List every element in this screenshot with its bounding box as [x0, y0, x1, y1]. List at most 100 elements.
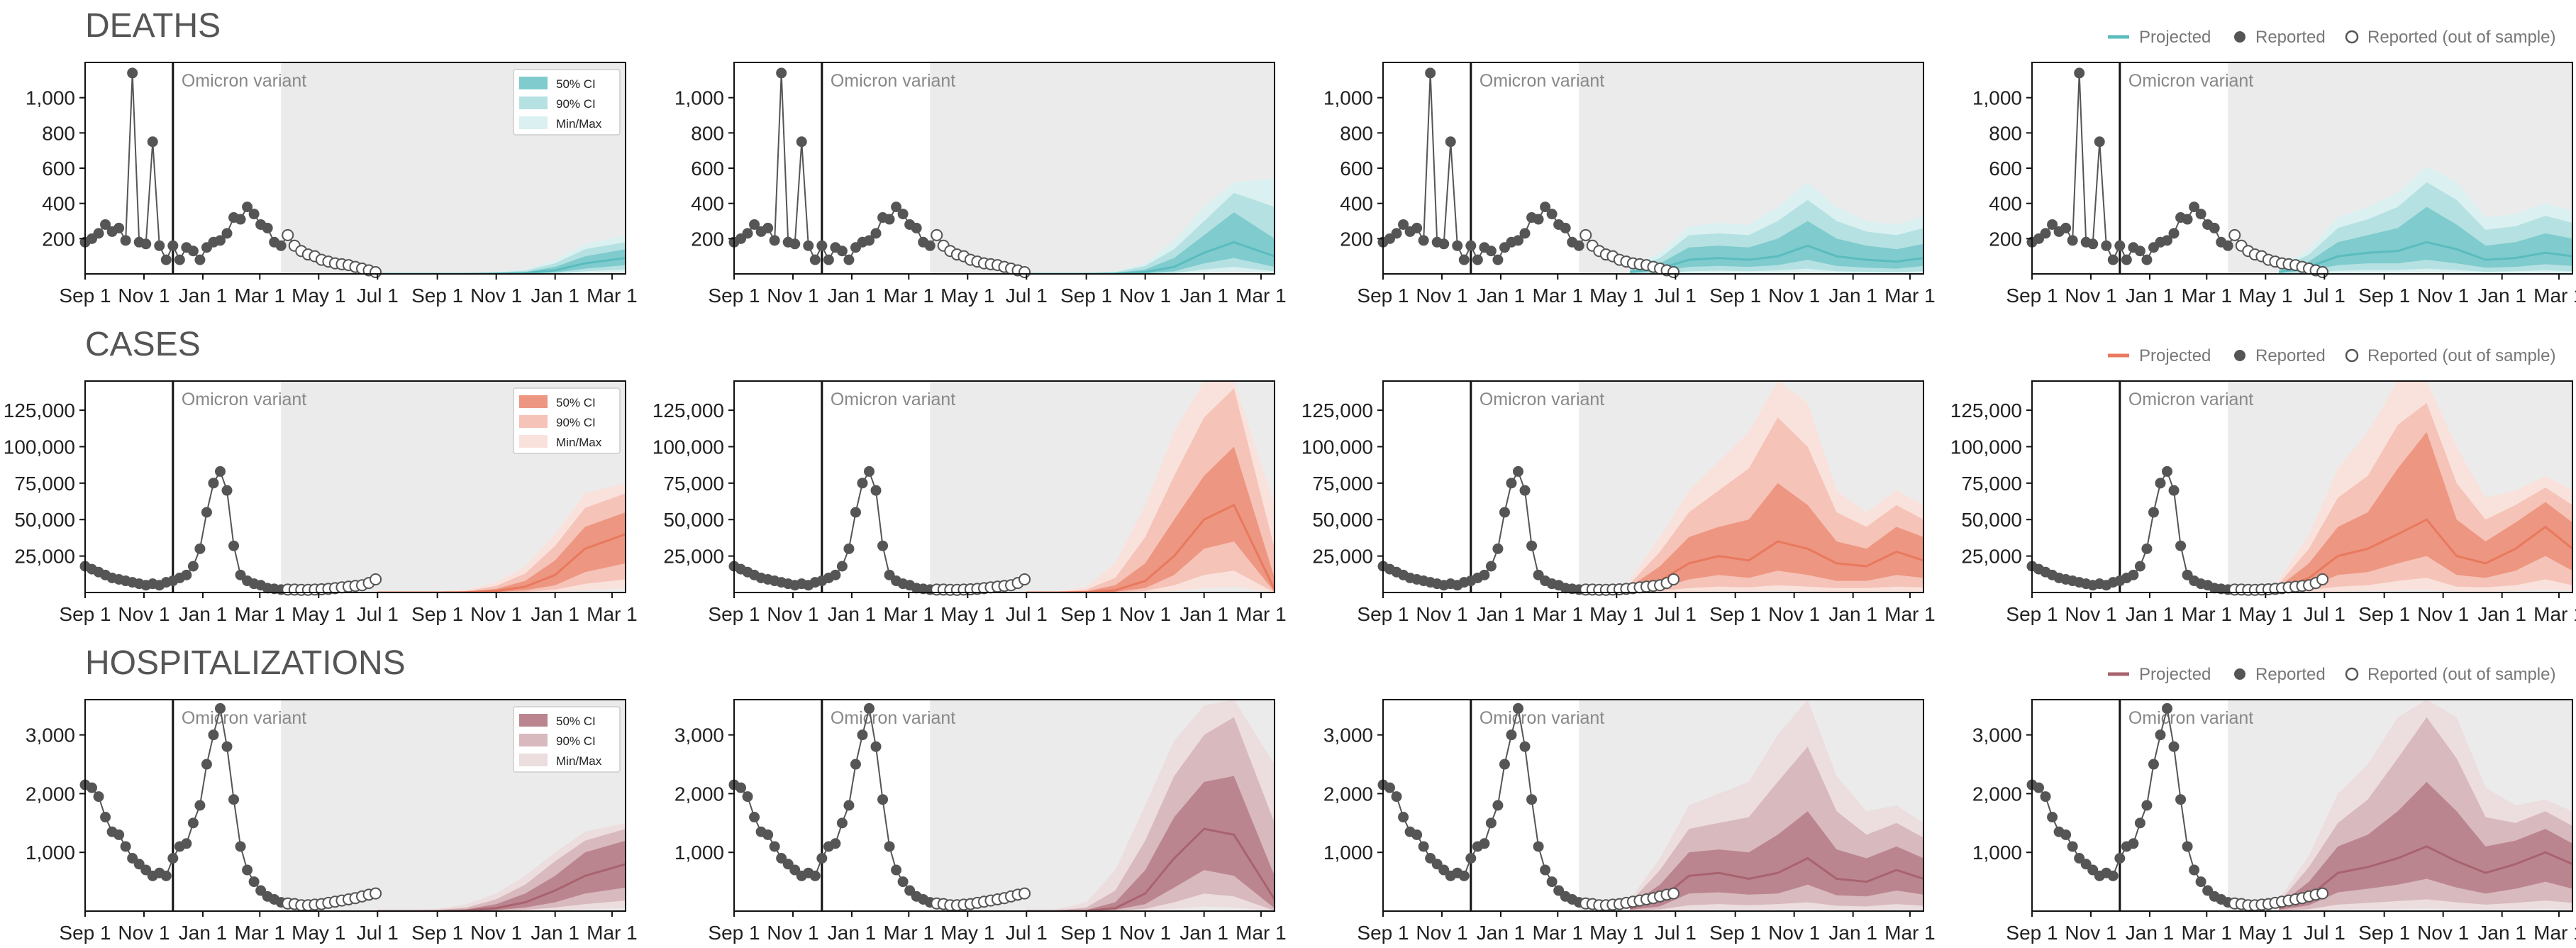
- x-tick-label: Mar 1: [1884, 922, 1936, 944]
- panel-frame: [733, 699, 1275, 912]
- y-tick-label: 3,000: [1323, 724, 1373, 746]
- ci-legend-50-label: 50% CI: [556, 77, 596, 91]
- panel-hospitalizations-3: Omicron variant 1,000 2,000 3,000 Sep 1 Nov 1…: [1323, 699, 1936, 944]
- out-of-sample-point: [1667, 266, 1680, 279]
- reported-point: [836, 817, 848, 829]
- y-tick-label: 1,000: [674, 87, 724, 109]
- reported-point: [235, 214, 246, 225]
- x-tick-label: Mar 1: [2182, 285, 2233, 307]
- y-tick-label: 3,000: [674, 724, 724, 746]
- reported-point: [1492, 543, 1504, 554]
- y-tick-label: 25,000: [14, 546, 75, 568]
- x-tick-label: Nov 1: [2065, 922, 2116, 944]
- reported-point: [1526, 794, 1538, 805]
- x-tick-label: May 1: [2238, 603, 2292, 625]
- y-tick-label: 2,000: [26, 783, 75, 805]
- x-tick-label: Nov 1: [470, 285, 522, 307]
- legend: Projected Reported Reported (out of sample…: [2108, 346, 2555, 365]
- reported-point: [2168, 485, 2180, 496]
- y-tick-label: 3,000: [1972, 724, 2022, 746]
- omicron-label: Omicron variant: [182, 71, 306, 91]
- reported-point: [208, 729, 219, 741]
- reported-point: [2141, 800, 2153, 811]
- reported-point: [816, 853, 828, 864]
- x-tick-label: May 1: [292, 285, 345, 307]
- reported-point: [843, 254, 855, 265]
- reported-point: [1499, 507, 1510, 518]
- reported-point: [1465, 240, 1477, 251]
- reported-point: [1391, 228, 1402, 239]
- x-tick-label: Sep 1: [708, 922, 760, 944]
- y-tick-label: 600: [691, 158, 724, 180]
- reported-point: [870, 741, 882, 752]
- reported-point: [1398, 219, 1409, 230]
- x-tick-label: May 1: [1589, 285, 1643, 307]
- reported-point: [1519, 485, 1531, 496]
- reported-point: [1438, 238, 1450, 250]
- reported-point: [891, 202, 902, 213]
- x-tick-label: Jan 1: [2477, 922, 2526, 944]
- y-tick-label: 1,000: [1972, 87, 2022, 109]
- x-tick-label: Jan 1: [179, 922, 228, 944]
- x-tick-label: Jan 1: [531, 285, 579, 307]
- reported-point: [924, 240, 936, 251]
- out-of-sample-point: [1018, 573, 1031, 586]
- reported-point: [248, 876, 260, 888]
- x-tick-label: Sep 1: [708, 603, 760, 625]
- y-tick-label: 600: [42, 158, 75, 180]
- reported-point: [850, 759, 861, 770]
- reported-point: [154, 240, 165, 251]
- x-tick-label: Nov 1: [470, 603, 522, 625]
- x-tick-label: Sep 1: [411, 285, 463, 307]
- reported-point: [2107, 254, 2119, 265]
- reported-point: [749, 812, 760, 823]
- out-of-sample-point: [931, 228, 943, 241]
- reported-point: [242, 864, 253, 876]
- x-tick-label: Mar 1: [884, 922, 935, 944]
- legend-reported-label: Reported: [2255, 665, 2326, 684]
- projection-bands: [377, 483, 626, 592]
- band-ci50: [1026, 212, 1275, 274]
- legend-out-of-sample-marker: [2345, 30, 2359, 44]
- reported-point: [1391, 791, 1402, 803]
- reported-point: [803, 240, 814, 251]
- x-tick-label: Jan 1: [1477, 285, 1526, 307]
- band-ci50: [377, 840, 626, 911]
- reported-point: [897, 209, 909, 220]
- y-tick-label: 125,000: [4, 399, 75, 421]
- reported-point: [1560, 222, 1571, 233]
- x-tick-label: Jan 1: [2126, 922, 2175, 944]
- legend-out-of-sample-marker: [2345, 348, 2359, 363]
- ci-legend-minmax-label: Min/Max: [556, 436, 602, 449]
- x-tick-label: Mar 1: [235, 603, 286, 625]
- reported-point: [1384, 782, 1396, 793]
- x-tick-label: Sep 1: [1709, 603, 1761, 625]
- reported-point: [2168, 741, 2180, 752]
- x-tick-label: Nov 1: [2417, 603, 2469, 625]
- x-tick-label: Nov 1: [1119, 922, 1171, 944]
- x-tick-label: Mar 1: [235, 285, 286, 307]
- legend-reported-label: Reported: [2255, 28, 2326, 47]
- reported-point: [823, 254, 834, 265]
- reported-point: [870, 485, 882, 496]
- reported-point: [769, 235, 780, 246]
- section-title: DEATHS: [85, 7, 221, 45]
- ci-legend-50-swatch: [519, 77, 548, 89]
- out-of-sample-point: [1018, 266, 1031, 279]
- x-tick-label: Mar 1: [587, 285, 638, 307]
- reported-point: [843, 543, 855, 554]
- legend-projected-label: Projected: [2139, 665, 2211, 684]
- projected-median-line: [2279, 241, 2572, 273]
- out-of-sample-point: [1667, 573, 1680, 586]
- reported-point: [2121, 254, 2132, 265]
- legend-reported-marker: [2234, 350, 2245, 361]
- x-tick-label: Jul 1: [2304, 922, 2345, 944]
- reported-point: [2114, 240, 2126, 251]
- omicron-label: Omicron variant: [2128, 708, 2253, 728]
- reported-point: [2134, 817, 2145, 829]
- reported-point: [1546, 209, 1558, 220]
- reported-point: [208, 478, 219, 489]
- x-tick-label: May 1: [940, 922, 994, 944]
- y-tick-label: 800: [691, 122, 724, 144]
- reported-point: [2128, 569, 2139, 580]
